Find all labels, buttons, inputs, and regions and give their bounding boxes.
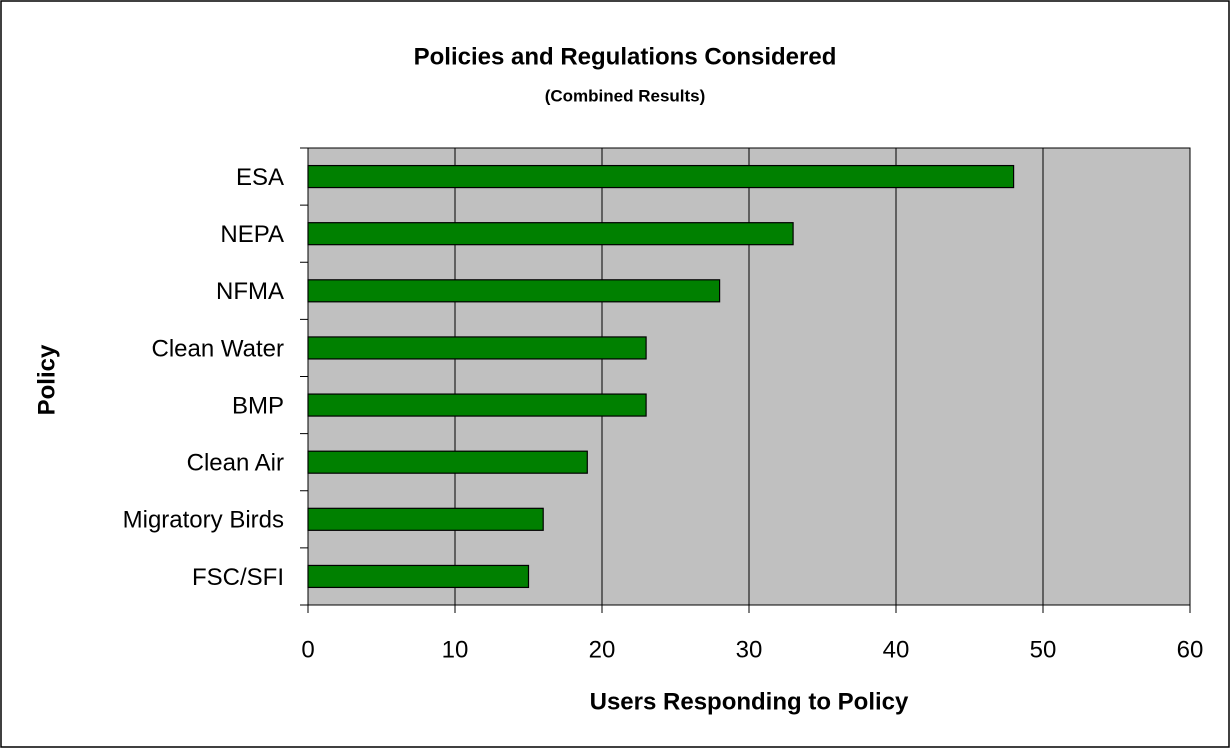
bar [307, 393, 647, 417]
x-tick-label: 50 [1030, 636, 1057, 663]
bar [307, 564, 530, 589]
bar [307, 336, 647, 360]
x-tick-label: 40 [883, 636, 910, 663]
x-tick-label: 10 [442, 636, 469, 663]
chart-title: Policies and Regulations Considered [414, 43, 837, 70]
x-tick-label: 0 [301, 636, 314, 663]
y-tick-label: Clean Air [187, 450, 284, 477]
x-tick-label: 30 [736, 636, 763, 663]
x-tick-label: 60 [1177, 636, 1204, 663]
y-tick-label: Migratory Birds [123, 507, 284, 534]
bar [307, 507, 544, 531]
y-tick-label: NEPA [220, 221, 284, 248]
y-tick-label: ESA [236, 164, 284, 191]
y-tick-label: FSC/SFI [192, 564, 284, 591]
chart-subtitle: (Combined Results) [545, 86, 706, 105]
bar [307, 222, 794, 246]
bar [307, 279, 721, 303]
y-axis-label: Policy [33, 344, 60, 415]
x-axis-label: Users Responding to Policy [590, 688, 909, 715]
plot-border [307, 147, 1191, 606]
y-tick-label: NFMA [216, 278, 284, 305]
bar [307, 164, 1015, 189]
y-tick-label: Clean Water [152, 335, 285, 362]
bar [307, 450, 588, 474]
y-tick-label: BMP [232, 392, 284, 419]
x-tick-label: 20 [589, 636, 616, 663]
